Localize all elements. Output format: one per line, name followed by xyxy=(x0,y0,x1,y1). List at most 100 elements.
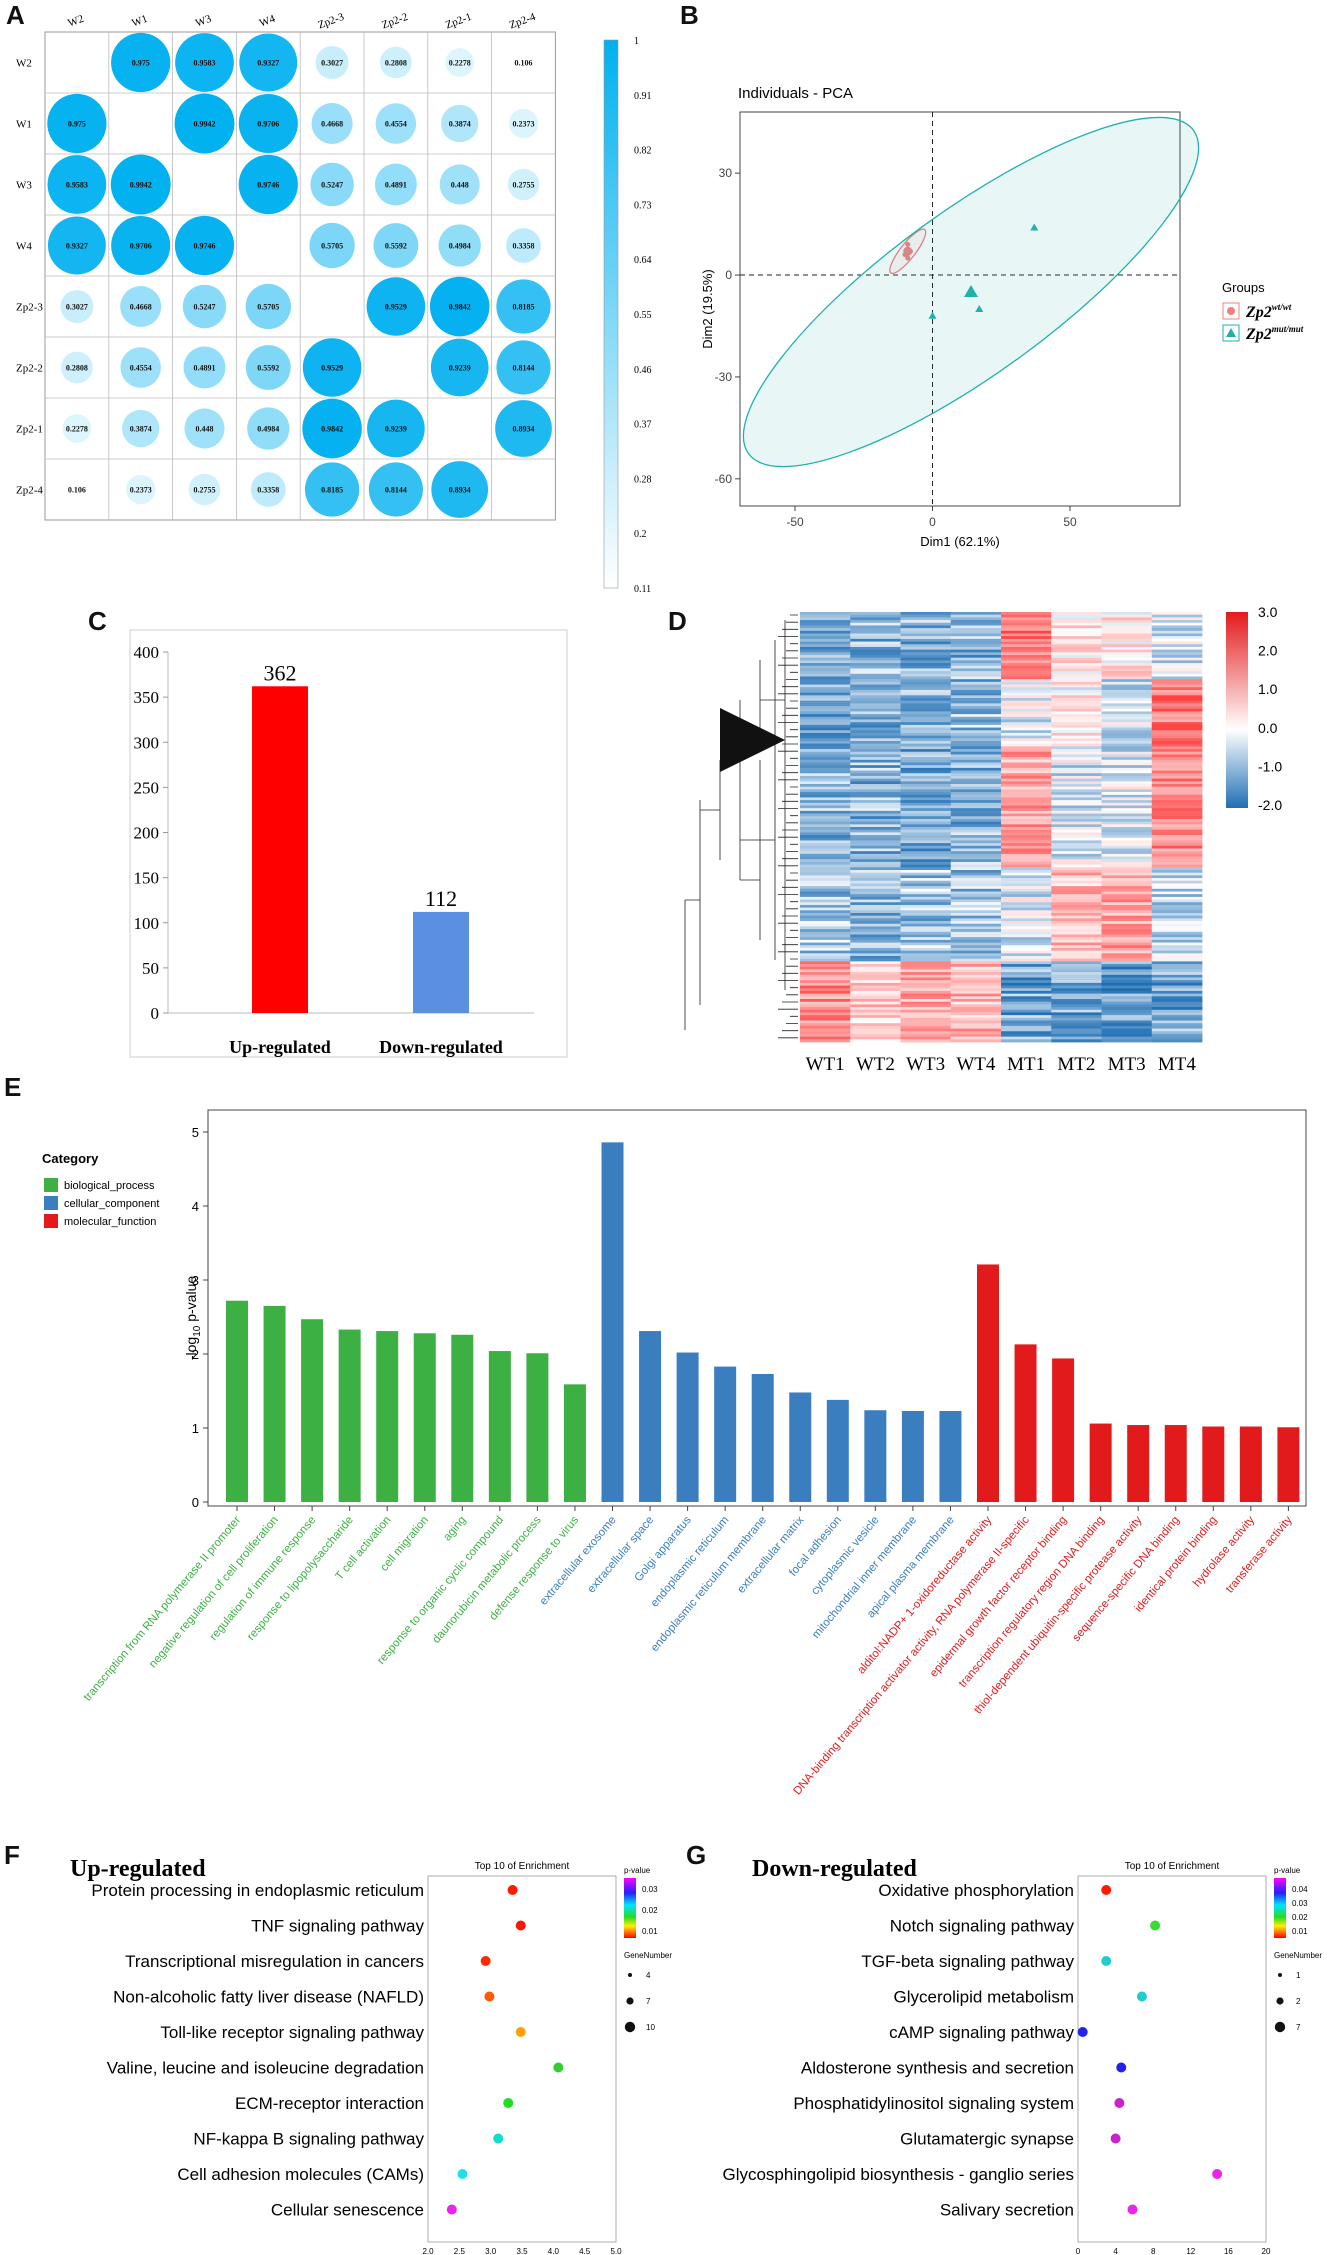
column-label: WT1 xyxy=(806,1054,845,1075)
heatmap-cell xyxy=(1001,722,1052,726)
heatmap-cell xyxy=(850,1017,901,1021)
heatmap-cell xyxy=(1101,1004,1153,1008)
heatmap-cell xyxy=(1001,802,1052,806)
heatmap-cell xyxy=(1051,700,1102,704)
heatmap-cell xyxy=(1101,663,1153,667)
x-tick-label: 3.5 xyxy=(516,2247,528,2255)
heatmap-cell xyxy=(1051,714,1102,718)
heatmap-cell xyxy=(800,961,851,965)
enrichment-dot xyxy=(515,2027,526,2037)
heatmap-cell xyxy=(800,853,851,857)
heatmap-cell xyxy=(1001,1020,1052,1024)
heatmap-cell xyxy=(1051,921,1102,925)
pathway-label: Cellular senescence xyxy=(271,2201,424,2220)
heatmap-cell xyxy=(950,853,1002,857)
row-label: Zp2-3 xyxy=(16,302,43,314)
heatmap-cell xyxy=(900,727,952,731)
heatmap-cell xyxy=(1151,735,1203,739)
heatmap-cell xyxy=(1101,886,1153,890)
heatmap-cell xyxy=(1101,961,1153,965)
heatmap-cell xyxy=(1001,716,1052,720)
correlation-circle xyxy=(438,224,481,267)
heatmap-cell xyxy=(1051,770,1102,774)
down-regulated-dotplot: Down-regulated Top 10 of EnrichmentOxidat… xyxy=(722,1856,1322,2255)
heatmap-cell xyxy=(1101,964,1153,968)
heatmap-cell xyxy=(1101,698,1153,702)
heatmap-cell xyxy=(950,1023,1002,1027)
heatmap-cell xyxy=(1101,808,1153,812)
x-tick-label: 0 xyxy=(929,515,936,529)
heatmap-cell xyxy=(900,993,952,997)
heatmap-cell xyxy=(900,628,952,632)
heatmap-cell xyxy=(850,894,901,898)
heatmap-cell xyxy=(1101,915,1153,919)
heatmap-cell xyxy=(1001,813,1052,817)
heatmap-cell xyxy=(800,918,851,922)
heatmap-cell xyxy=(950,749,1002,753)
heatmap-cell xyxy=(900,797,952,801)
heatmap-cell xyxy=(900,1039,952,1043)
heatmap-cell xyxy=(1001,1012,1052,1016)
heatmap-cell xyxy=(850,880,901,884)
heatmap-cell xyxy=(1001,1031,1052,1035)
heatmap-cell xyxy=(1001,765,1052,769)
heatmap-cell xyxy=(950,990,1002,995)
go-bar xyxy=(977,1264,999,1502)
heatmap-cell xyxy=(1101,921,1153,925)
heatmap-cell xyxy=(1001,853,1052,857)
pvalue-legend-title: p-value xyxy=(1274,1866,1301,1875)
heatmap-cell xyxy=(800,888,851,892)
heatmap-cell xyxy=(1051,1025,1102,1029)
heatmap-cell xyxy=(800,719,851,723)
heatmap-cell xyxy=(800,827,851,831)
heatmap-cell xyxy=(1101,644,1153,648)
go-bar xyxy=(901,1410,924,1502)
heatmap-cell xyxy=(1001,902,1052,906)
heatmap-cell xyxy=(1001,886,1052,890)
heatmap-cell xyxy=(900,929,952,933)
heatmap-cell xyxy=(900,918,952,922)
heatmap-cell xyxy=(1151,835,1203,839)
heatmap-cell xyxy=(850,980,901,984)
heatmap-cell xyxy=(1001,749,1052,753)
heatmap-cell xyxy=(800,711,851,715)
heatmap-cell xyxy=(1051,891,1102,895)
heatmap-cell xyxy=(850,671,901,675)
y-tick-label: 0 xyxy=(151,1004,160,1023)
heatmap-cell xyxy=(900,939,952,943)
heatmap-cell xyxy=(1151,724,1203,728)
heatmap-cell xyxy=(1001,797,1052,801)
heatmap-cell xyxy=(1151,698,1203,702)
heatmap-cell xyxy=(950,910,1002,914)
heatmap-cell xyxy=(1001,956,1052,960)
colorbar xyxy=(603,39,619,589)
heatmap-cell xyxy=(1051,816,1102,820)
heatmap-cell xyxy=(950,617,1002,621)
y-tick-label: 350 xyxy=(134,688,160,707)
column-label: MT3 xyxy=(1108,1054,1146,1075)
heatmap-cell xyxy=(950,918,1002,922)
y-axis-label-sub: 10 xyxy=(192,1325,203,1337)
heatmap-cell xyxy=(900,904,952,909)
colorbar-tick: 0.73 xyxy=(634,200,652,211)
heatmap-cell xyxy=(850,708,901,712)
x-tick-label: 20 xyxy=(1262,2247,1271,2255)
heatmap-cell xyxy=(1101,837,1153,841)
colorbar-tick: 0.82 xyxy=(634,146,652,157)
panel-label-b: B xyxy=(680,0,699,30)
heatmap-cell xyxy=(1101,942,1153,946)
heatmap-cell xyxy=(950,689,1002,694)
heatmap-cell xyxy=(850,859,901,863)
heatmap-cell xyxy=(850,722,901,726)
correlation-value: 0.9327 xyxy=(66,242,88,251)
heatmap-cell xyxy=(1151,775,1203,780)
heatmap-cell xyxy=(900,861,952,866)
go-bar xyxy=(451,1334,474,1502)
heatmap-cell xyxy=(1001,657,1052,661)
heatmap-cell xyxy=(1101,875,1153,879)
heatmap-cell xyxy=(850,668,901,672)
pvalue-tick: 0.01 xyxy=(1292,1927,1308,1936)
heatmap-cell xyxy=(1051,620,1102,624)
pvalue-tick: 0.04 xyxy=(1292,1885,1308,1894)
heatmap-cell xyxy=(1151,673,1203,677)
